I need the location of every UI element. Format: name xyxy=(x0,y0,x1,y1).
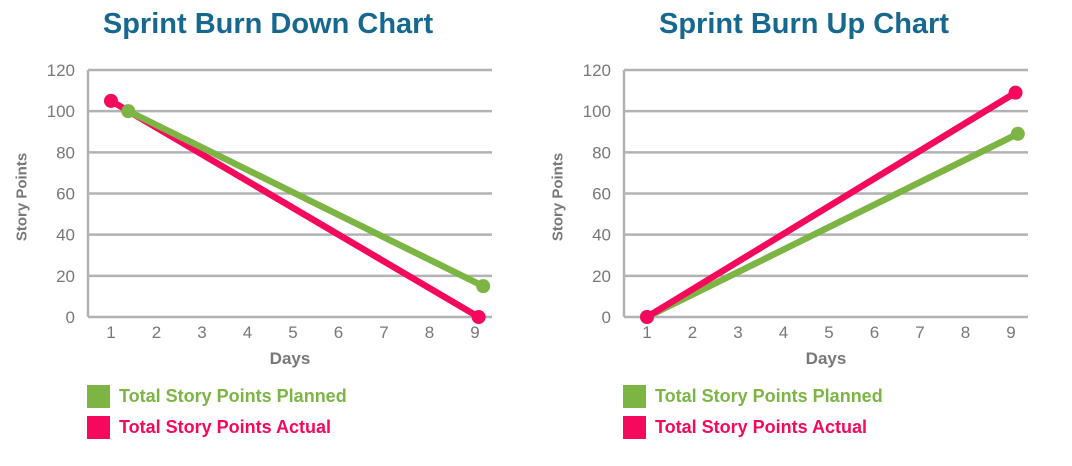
y-tick-label: 20 xyxy=(592,267,611,286)
x-tick-label: 5 xyxy=(824,323,833,342)
x-tick-label: 2 xyxy=(688,323,697,342)
x-tick-label: 6 xyxy=(870,323,879,342)
y-tick-label: 120 xyxy=(47,61,75,80)
x-tick-label: 4 xyxy=(243,323,252,342)
legend-swatch-actual xyxy=(623,416,646,439)
x-tick-label: 9 xyxy=(1006,323,1015,342)
series-line-actual xyxy=(107,97,482,321)
y-tick-label: 120 xyxy=(583,61,611,80)
data-point-marker-planned xyxy=(476,279,491,294)
y-tick-label: 80 xyxy=(592,143,611,162)
series-line-planned xyxy=(125,107,487,290)
x-tick-label: 8 xyxy=(961,323,970,342)
burn-down-chart-panel: Sprint Burn Down Chart Story Points 0 20 4… xyxy=(14,8,492,439)
legend-swatch-planned xyxy=(623,385,646,408)
legend-swatch-planned xyxy=(87,385,110,408)
data-point-marker-actual xyxy=(1008,85,1023,100)
legend-item-planned: Total Story Points Planned xyxy=(623,385,883,408)
x-tick-label: 3 xyxy=(197,323,206,342)
legend-label-actual: Total Story Points Actual xyxy=(655,417,868,437)
x-tick-label: 3 xyxy=(733,323,742,342)
legend: Total Story Points Planned Total Story P… xyxy=(623,385,883,439)
y-tick-label: 0 xyxy=(602,308,611,327)
x-axis-label: Days xyxy=(805,349,847,368)
legend-swatch-actual xyxy=(87,416,110,439)
x-tick-label: 1 xyxy=(642,323,651,342)
series-line-planned xyxy=(643,130,1022,321)
y-tick-label: 40 xyxy=(592,226,611,245)
burn-up-plot: 0 20 40 60 80 100 120 1 2 3 4 5 6 7 8 9 xyxy=(583,61,1028,342)
burn-down-plot: 0 20 40 60 80 100 120 1 2 3 4 5 6 7 8 9 xyxy=(47,61,492,342)
legend-label-planned: Total Story Points Planned xyxy=(119,386,347,406)
data-point-marker-planned xyxy=(121,104,136,119)
y-tick-label: 40 xyxy=(56,226,75,245)
data-point-marker-planned xyxy=(1010,126,1025,141)
data-point-marker-actual xyxy=(104,93,118,108)
y-tick-label: 60 xyxy=(592,185,611,204)
burn-down-chart-title: Sprint Burn Down Chart xyxy=(102,8,434,40)
y-tick-label: 100 xyxy=(47,102,75,121)
legend-item-planned: Total Story Points Planned xyxy=(87,385,347,408)
x-axis-label: Days xyxy=(269,349,311,368)
legend: Total Story Points Planned Total Story P… xyxy=(87,385,347,439)
burn-up-chart-panel: Sprint Burn Up Chart Story Points 0 20 40 6… xyxy=(536,0,1072,466)
x-tick-label: 8 xyxy=(425,323,434,342)
x-tick-label: 5 xyxy=(288,323,297,342)
legend-item-actual: Total Story Points Actual xyxy=(87,416,347,439)
x-tick-label: 9 xyxy=(470,323,479,342)
y-tick-label: 80 xyxy=(56,143,75,162)
burn-up-chart-title: Sprint Burn Up Chart xyxy=(659,8,949,40)
y-tick-label: 20 xyxy=(56,267,75,286)
legend-label-planned: Total Story Points Planned xyxy=(655,386,883,406)
x-tick-label: 7 xyxy=(379,323,388,342)
x-tick-label: 7 xyxy=(915,323,924,342)
data-point-marker-actual xyxy=(640,310,654,324)
series-line-actual xyxy=(643,89,1019,321)
legend-item-actual: Total Story Points Actual xyxy=(623,416,883,439)
x-tick-label: 2 xyxy=(152,323,161,342)
x-tick-label: 6 xyxy=(334,323,343,342)
legend-label-actual: Total Story Points Actual xyxy=(119,417,332,437)
y-tick-label: 60 xyxy=(56,185,75,204)
x-tick-label: 4 xyxy=(779,323,788,342)
x-tick-label: 1 xyxy=(106,323,115,342)
data-point-marker-actual xyxy=(471,310,486,324)
y-tick-label: 100 xyxy=(583,102,611,121)
y-tick-label: 0 xyxy=(66,308,75,327)
